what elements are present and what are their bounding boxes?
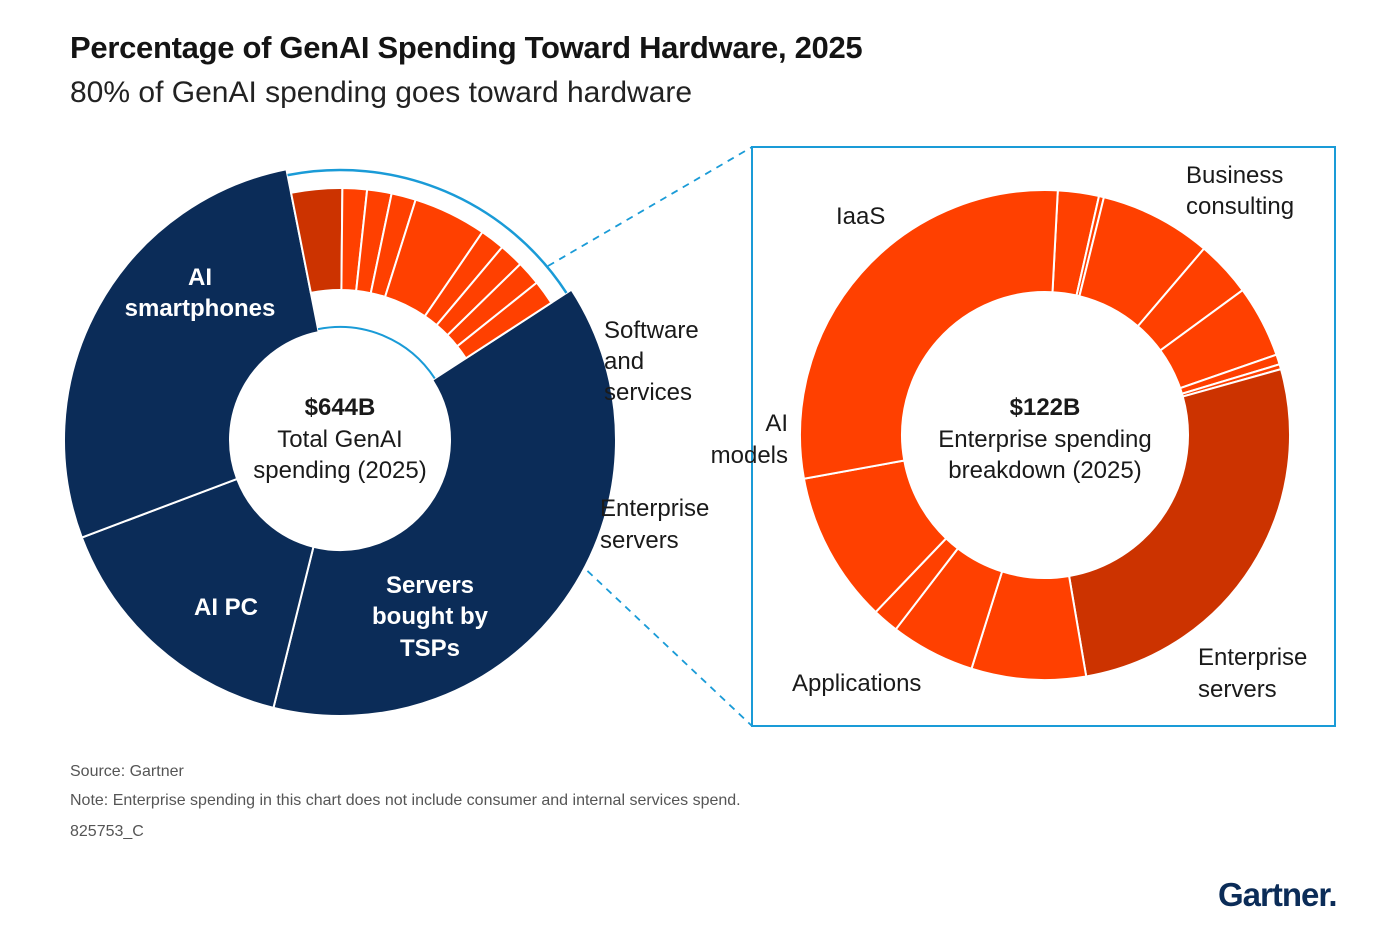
label-servers-tsp-3: TSPs [400, 635, 460, 662]
label-enterprise-servers-right-2: servers [1198, 676, 1277, 703]
slice-ai-smartphones [272, 288, 617, 717]
left-center-line-2: spending (2025) [253, 457, 426, 484]
label-ai-smartphones-2: smartphones [125, 295, 276, 322]
right-center-value: $122B [1010, 394, 1081, 421]
source-note: Source: Gartner [70, 763, 184, 780]
label-enterprise-servers-left-1: Enterprise [600, 495, 709, 522]
right-center-line-1: Enterprise spending [938, 426, 1151, 453]
label-applications: Applications [792, 670, 921, 697]
slice-enterprise-servers [1067, 367, 1291, 678]
label-servers-tsp-2: bought by [372, 603, 489, 630]
left-center-value: $644B [305, 394, 376, 421]
chart-title: Percentage of GenAI Spending Toward Hard… [70, 30, 863, 65]
chart-subtitle: 80% of GenAI spending goes toward hardwa… [70, 76, 693, 109]
footnote: Note: Enterprise spending in this chart … [70, 792, 741, 809]
label-business-consulting-1: Business [1186, 162, 1283, 189]
right-center-line-2: breakdown (2025) [948, 457, 1141, 484]
slice-servers-bought-by-tsps [63, 168, 320, 539]
label-ai-smartphones-1: AI [188, 264, 212, 291]
label-enterprise-servers-right-1: Enterprise [1198, 644, 1307, 671]
slice-ai-pc [80, 477, 315, 710]
slice-iaas [799, 189, 1059, 480]
slice-software-and-services-8 [455, 281, 553, 360]
label-enterprise-servers-left-2: servers [600, 527, 679, 554]
label-ai-models-2: models [711, 442, 788, 469]
label-software-services-1: Software [604, 317, 699, 344]
label-ai-models-1: AI [765, 410, 788, 437]
label-software-services-3: services [604, 379, 692, 406]
gartner-logo[interactable]: Gartner. [1218, 876, 1338, 914]
label-servers-tsp-1: Servers [386, 572, 474, 599]
software-services-bracket [287, 168, 568, 380]
left-center-line-1: Total GenAI [277, 426, 402, 453]
label-ai-pc: AI PC [194, 594, 258, 621]
label-iaas: IaaS [836, 203, 885, 230]
callout-connector-top [547, 146, 753, 267]
enterprise-callout-box [751, 146, 1336, 727]
total-genai-donut [63, 168, 617, 717]
logo-dot: . [1328, 876, 1337, 913]
callout-connector-bottom [577, 561, 753, 727]
document-code: 825753_C [70, 823, 144, 840]
label-business-consulting-2: consulting [1186, 193, 1294, 220]
label-software-services-2: and [604, 348, 644, 375]
enterprise-donut [799, 189, 1291, 681]
logo-text: Gartner [1218, 876, 1329, 913]
hardware-inner-ring-arc [317, 326, 436, 380]
software-services-bracket-arc [287, 168, 568, 294]
